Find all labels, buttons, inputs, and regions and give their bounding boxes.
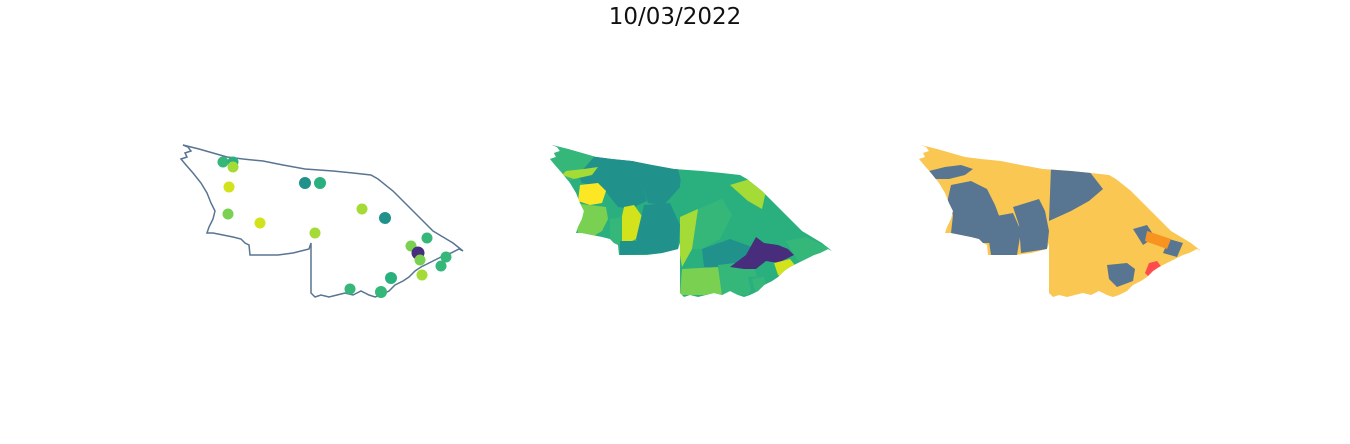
municipality bbox=[1107, 263, 1135, 287]
municipality bbox=[947, 181, 1001, 243]
municipality bbox=[929, 165, 973, 179]
city-point bbox=[227, 161, 239, 173]
city-point bbox=[416, 269, 428, 281]
figure-title: 10/03/2022 bbox=[608, 4, 742, 30]
city-point bbox=[440, 251, 452, 263]
city-point bbox=[356, 203, 368, 215]
city-point bbox=[217, 156, 229, 168]
city-point bbox=[314, 177, 326, 189]
city-point bbox=[299, 177, 311, 189]
choropleth-risk bbox=[919, 145, 1201, 297]
municipality bbox=[1049, 167, 1103, 221]
city-point bbox=[309, 227, 321, 239]
city-point bbox=[254, 217, 266, 229]
municipality bbox=[989, 213, 1021, 255]
municipality bbox=[692, 197, 732, 249]
city-point bbox=[222, 208, 234, 220]
municipality bbox=[680, 171, 726, 205]
municipality bbox=[720, 183, 748, 239]
municipality bbox=[578, 183, 606, 205]
city-point bbox=[344, 283, 356, 295]
municipality bbox=[610, 217, 622, 245]
municipality bbox=[730, 237, 794, 269]
city-point bbox=[414, 254, 426, 266]
city-point bbox=[375, 286, 387, 298]
city-point bbox=[379, 212, 391, 224]
municipality bbox=[1013, 199, 1049, 253]
municipality bbox=[680, 267, 722, 295]
municipality bbox=[596, 157, 682, 205]
municipality bbox=[562, 167, 598, 179]
points-map bbox=[180, 144, 464, 298]
municipality bbox=[718, 261, 758, 295]
choropleth-viridis bbox=[550, 145, 832, 297]
city-point bbox=[223, 181, 235, 193]
city-point bbox=[421, 232, 433, 244]
city-points bbox=[217, 156, 452, 298]
municipalities bbox=[929, 165, 1183, 287]
city-point bbox=[435, 260, 447, 272]
municipality bbox=[1145, 231, 1171, 249]
city-point bbox=[385, 272, 397, 284]
municipality bbox=[636, 203, 680, 253]
